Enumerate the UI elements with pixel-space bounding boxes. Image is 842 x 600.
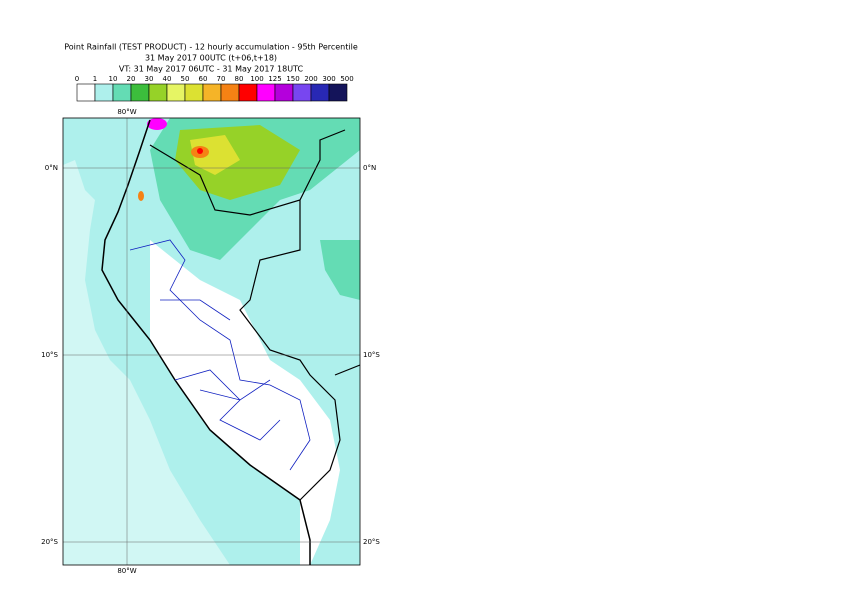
legend-swatch <box>130 83 150 102</box>
legend-swatch <box>76 83 96 102</box>
legend-label: 125 <box>268 75 281 83</box>
lat-labels: 0°N 10°S 20°S 0°N 10°S 20°S <box>41 164 380 546</box>
map-area <box>63 118 360 565</box>
legend-swatch <box>328 83 348 102</box>
legend-label: 500 <box>340 75 353 83</box>
lon-label: 80°W <box>117 108 136 116</box>
lat-label: 0°N <box>45 164 58 172</box>
legend-label: 1 <box>93 75 97 83</box>
legend-swatch <box>310 83 330 102</box>
lat-label: 0°N <box>363 164 376 172</box>
lat-label: 20°S <box>363 538 380 546</box>
legend-label: 10 <box>109 75 118 83</box>
dry-area <box>150 240 340 565</box>
legend-swatch <box>202 83 222 102</box>
legend-label: 80 <box>235 75 244 83</box>
rain-patch <box>197 148 203 154</box>
legend-swatch <box>274 83 294 102</box>
legend-label: 0 <box>75 75 79 83</box>
rain-patch <box>320 240 360 300</box>
legend-label: 20 <box>127 75 136 83</box>
rain-patch <box>147 118 167 130</box>
lat-label: 20°S <box>41 538 58 546</box>
title-line: Point Rainfall (TEST PRODUCT) - 12 hourl… <box>64 43 358 52</box>
legend-label: 70 <box>217 75 226 83</box>
legend-label: 50 <box>181 75 190 83</box>
legend-swatch <box>256 83 276 102</box>
legend-label: 150 <box>286 75 299 83</box>
coastline <box>101 119 311 565</box>
legend-label: 60 <box>199 75 208 83</box>
ocean-low <box>63 118 230 565</box>
region-border <box>129 239 311 471</box>
title-line: 31 May 2017 00UTC (t+06,t+18) <box>145 54 277 63</box>
legend-swatch <box>292 83 312 102</box>
map-frame <box>62 117 361 566</box>
legend-label: 30 <box>145 75 154 83</box>
legend-swatch <box>94 83 114 102</box>
rain-patch <box>138 191 144 201</box>
lat-label: 10°S <box>363 351 380 359</box>
legend-swatch <box>166 83 186 102</box>
lon-label: 80°W <box>117 567 136 575</box>
legend-swatch <box>220 83 240 102</box>
legend-label: 100 <box>250 75 263 83</box>
rain-patch <box>190 135 240 175</box>
title-line: VT: 31 May 2017 06UTC - 31 May 2017 18UT… <box>119 65 304 74</box>
legend: 0 1 10 20 30 40 50 60 70 80 100 125 150 200 300 500 <box>75 75 354 102</box>
legend-swatch <box>238 83 258 102</box>
legend-swatch <box>184 83 204 102</box>
graticule <box>63 118 360 565</box>
legend-label: 200 <box>304 75 317 83</box>
legend-label: 40 <box>163 75 172 83</box>
legend-swatch <box>112 83 132 102</box>
legend-swatch <box>148 83 168 102</box>
legend-label: 300 <box>322 75 335 83</box>
lat-label: 10°S <box>41 351 58 359</box>
